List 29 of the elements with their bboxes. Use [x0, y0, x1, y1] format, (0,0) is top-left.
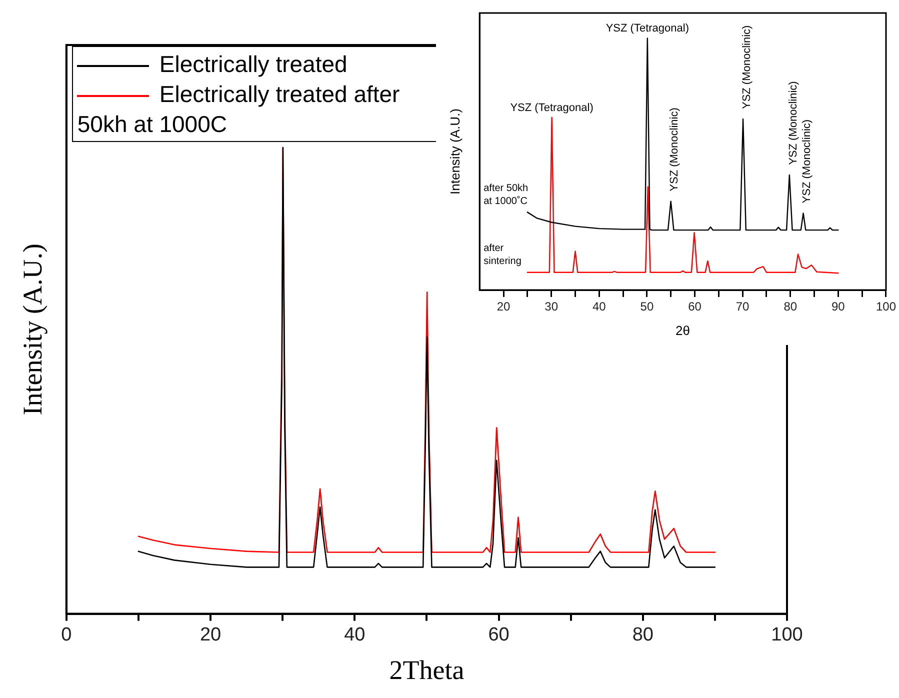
x-tick-label: 50 — [640, 300, 654, 314]
legend-label: Electrically treated after 50kh at 1000C — [77, 81, 400, 137]
series-label: after sintering — [484, 243, 522, 268]
x-axis-title: 2θ — [676, 322, 690, 338]
x-tick-label: 70 — [736, 300, 750, 314]
x-tick-label: 80 — [632, 624, 654, 646]
annotation: YSZ (Monoclinic) — [787, 81, 800, 165]
x-tick-label: 30 — [544, 300, 558, 314]
x-tick-label: 60 — [488, 624, 510, 646]
legend-label: Electrically treated — [159, 51, 348, 77]
x-tick-label: 100 — [876, 300, 896, 314]
annotation: YSZ (Monoclinic) — [740, 25, 753, 110]
x-tick-label: 20 — [200, 624, 222, 646]
series-label: after 50kh at 1000˚C — [484, 182, 528, 207]
y-axis-title: Intensity (A.U.) — [17, 244, 48, 416]
annotation: YSZ (Tetragonal) — [510, 102, 594, 114]
x-tick-label: 40 — [592, 300, 606, 314]
x-tick-label: 0 — [61, 624, 72, 646]
x-tick-label: 40 — [344, 624, 366, 646]
x-axis-title: 2Theta — [389, 654, 464, 685]
x-tick-label: 60 — [688, 300, 702, 314]
x-tick-label: 20 — [496, 300, 510, 314]
annotation: YSZ (Monoclinic) — [801, 119, 814, 204]
x-tick-label: 90 — [832, 300, 846, 314]
annotation: YSZ (Monoclinic) — [668, 108, 681, 192]
annotation: YSZ (Tetragonal) — [606, 22, 689, 35]
y-axis-title: Intensity (A.U.) — [447, 108, 462, 194]
x-tick-label: 80 — [784, 300, 798, 314]
x-tick-label: 100 — [771, 624, 803, 646]
